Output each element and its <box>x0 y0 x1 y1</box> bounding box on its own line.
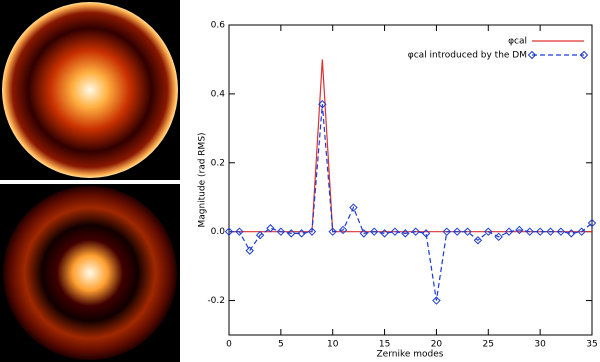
marker <box>224 227 234 236</box>
marker <box>235 227 244 236</box>
y-tick-label: 0.2 <box>211 158 225 168</box>
legend-marker <box>527 50 537 60</box>
x-tick-label: 25 <box>483 340 494 350</box>
marker <box>432 296 441 305</box>
x-tick-label: 0 <box>226 340 232 350</box>
x-tick-label: 35 <box>586 340 597 350</box>
series-line <box>229 59 592 233</box>
marker <box>297 229 306 238</box>
y-axis-label: Magnitude (rad RMS) <box>198 132 208 227</box>
marker <box>390 227 400 236</box>
legend-label: φcal introduced by the DM <box>408 51 527 61</box>
marker <box>255 230 265 240</box>
marker <box>556 227 566 236</box>
plot-frame <box>228 24 593 336</box>
marker <box>359 229 369 238</box>
marker <box>515 225 524 235</box>
marker <box>587 218 597 228</box>
y-tick-label: 0.6 <box>211 21 226 31</box>
marker <box>494 232 503 242</box>
x-axis-label: Zernike modes <box>377 350 444 360</box>
series-line <box>229 104 593 301</box>
marker <box>328 227 337 236</box>
legend-label: φcal <box>508 37 527 47</box>
marker <box>421 229 431 238</box>
marker <box>567 229 576 238</box>
x-tick-label: 30 <box>534 340 546 350</box>
marker <box>287 229 296 238</box>
image-bottom-pupil <box>3 186 177 360</box>
marker <box>245 246 254 255</box>
marker <box>318 100 327 109</box>
marker <box>463 227 472 236</box>
marker <box>276 227 286 236</box>
marker <box>546 227 555 236</box>
marker <box>411 227 420 236</box>
marker <box>401 229 410 238</box>
marker <box>473 236 483 245</box>
y-tick-label: 0.0 <box>211 227 226 237</box>
marker <box>266 224 275 233</box>
y-tick-label: -0.2 <box>207 296 225 306</box>
marker <box>525 227 534 236</box>
marker <box>369 227 379 236</box>
marker <box>380 229 389 238</box>
marker <box>442 227 452 236</box>
marker <box>535 227 545 236</box>
marker <box>349 203 358 212</box>
marker <box>484 227 493 236</box>
marker <box>307 227 317 236</box>
marker <box>577 227 586 236</box>
x-tick-label: 5 <box>278 340 284 350</box>
marker <box>338 225 348 235</box>
x-tick-label: 15 <box>379 340 390 350</box>
x-tick-label: 10 <box>327 340 339 350</box>
x-tick-label: 20 <box>431 340 443 350</box>
legend-marker <box>579 50 589 60</box>
marker <box>504 227 514 236</box>
image-top-pupil <box>2 2 178 178</box>
y-tick-label: 0.4 <box>211 89 226 99</box>
marker <box>452 227 462 236</box>
